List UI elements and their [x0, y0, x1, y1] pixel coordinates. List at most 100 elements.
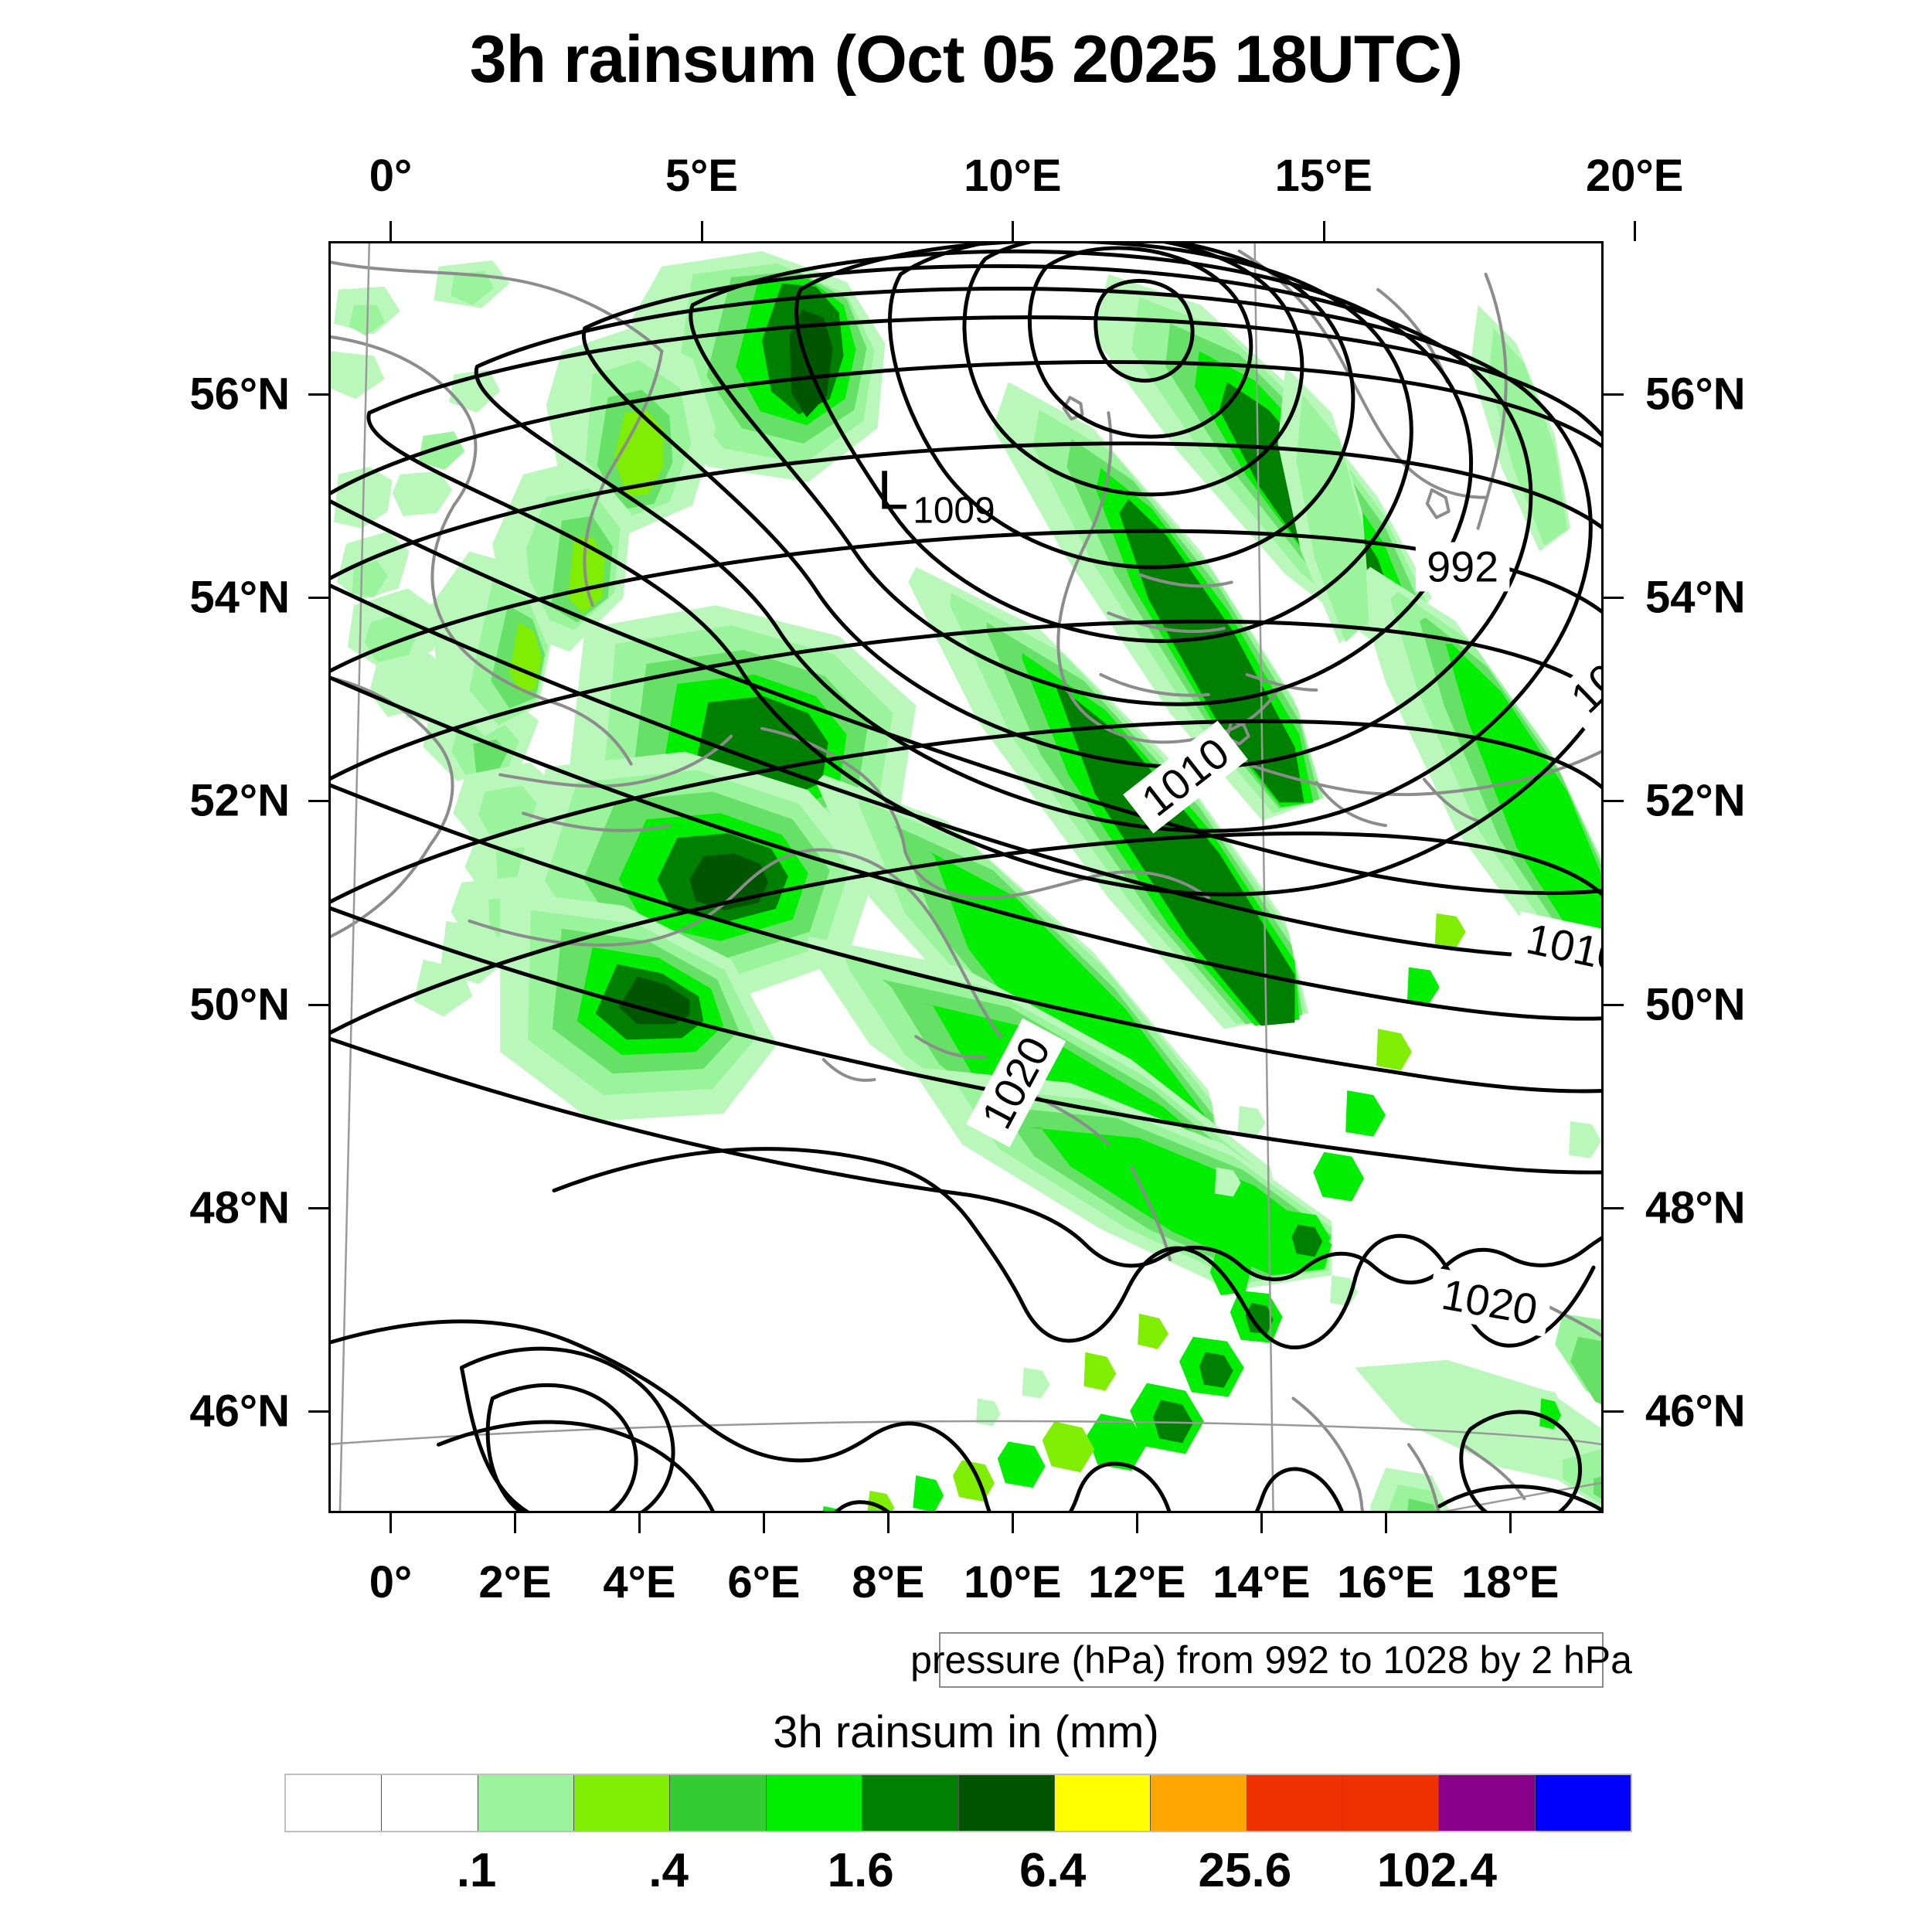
- colorbar-cell-6[interactable]: [862, 1775, 959, 1831]
- axis-tick-top: [1322, 221, 1325, 241]
- isobar-label-bg: [966, 1018, 1066, 1148]
- axis-label-bottom-0: 0°: [369, 1557, 413, 1607]
- axis-tick-bottom: [763, 1513, 766, 1533]
- colorbar-tick-labels: .1 .4 1.6 6.4 25.6 102.4: [284, 1843, 1632, 1905]
- pressure-center-value: 1009: [913, 491, 995, 532]
- axis-label-right-0: 56°N: [1645, 369, 1746, 420]
- pressure-center-letter: L: [877, 460, 908, 522]
- pressure-caption: pressure (hPa) from 992 to 1028 by 2 hPa: [910, 1632, 1632, 1688]
- axis-tick-bottom: [1136, 1513, 1139, 1533]
- isobar-label-5: 1020: [1426, 1267, 1553, 1337]
- axis-label-right-1: 54°N: [1645, 572, 1746, 623]
- colorbar-cell-7[interactable]: [958, 1775, 1055, 1831]
- colorbar-cell-0[interactable]: [286, 1775, 383, 1831]
- colorbar-cell-12[interactable]: [1439, 1775, 1536, 1831]
- colorbar-cell-1[interactable]: [382, 1775, 478, 1831]
- axis-tick-left: [308, 596, 328, 599]
- axis-label-left-1: 54°N: [189, 572, 290, 623]
- axis-label-bottom-6: 12°E: [1088, 1557, 1186, 1607]
- axis-tick-left: [308, 393, 328, 396]
- axis-tick-top: [700, 221, 703, 241]
- colorbar-cell-3[interactable]: [574, 1775, 671, 1831]
- isobar-label-bg: [1426, 1267, 1553, 1337]
- axis-label-right-3: 50°N: [1645, 979, 1746, 1030]
- pressure-center-h-1: H1026: [1374, 1509, 1414, 1511]
- precip-region-denmark: [430, 250, 917, 1121]
- colorbar-label-5: 102.4: [1376, 1844, 1497, 1897]
- axis-label-left-3: 50°N: [189, 979, 290, 1030]
- axis-label-top-0: 0°: [369, 151, 413, 201]
- axis-label-top-4: 20°E: [1586, 151, 1684, 201]
- colorbar-cell-11[interactable]: [1342, 1775, 1440, 1831]
- axis-tick-left: [308, 800, 328, 803]
- isobar-label-text: 1020: [1438, 1270, 1541, 1335]
- colorbar-title: 3h rainsum in (mm): [773, 1707, 1159, 1757]
- axis-label-bottom-8: 16°E: [1337, 1557, 1435, 1607]
- axis-label-top-1: 5°E: [665, 151, 738, 201]
- axis-tick-bottom: [1260, 1513, 1264, 1533]
- axis-tick-bottom: [1509, 1513, 1512, 1533]
- axis-tick-right: [1604, 1206, 1624, 1209]
- isobar-label-0: 992: [1415, 542, 1510, 592]
- axis-label-top-3: 15°E: [1274, 151, 1372, 201]
- isobar-label-bg: [1510, 911, 1601, 985]
- precip-region-alps: [1355, 1121, 1601, 1511]
- colorbar-label-3: 6.4: [1019, 1844, 1087, 1897]
- colorbar-label-0: .1: [456, 1844, 497, 1897]
- map-plot-area[interactable]: 9921000101010101020102010201020 L1009H10…: [328, 241, 1604, 1513]
- axis-label-left-5: 46°N: [189, 1386, 290, 1437]
- axis-tick-right: [1604, 596, 1624, 599]
- isobar-label-bg: [1552, 612, 1601, 731]
- axis-tick-right: [1604, 800, 1624, 803]
- axis-label-bottom-9: 18°E: [1461, 1557, 1560, 1607]
- axis-tick-right: [1604, 1410, 1624, 1413]
- axis-label-bottom-2: 4°E: [603, 1557, 676, 1607]
- pressure-center-group: L1009H1026H1027H1027H1028L1019L1019L1019…: [877, 460, 1414, 1511]
- axis-tick-left: [308, 1206, 328, 1209]
- axis-tick-right: [1604, 393, 1624, 396]
- isobar-label-bg: [1415, 542, 1510, 592]
- colorbar-cell-13[interactable]: [1535, 1775, 1631, 1831]
- axis-label-top-2: 10°E: [964, 151, 1062, 201]
- axis-tick-bottom: [514, 1513, 517, 1533]
- colorbar-cell-5[interactable]: [766, 1775, 863, 1831]
- map-svg: 9921000101010101020102010201020 L1009H10…: [331, 243, 1601, 1511]
- axis-label-right-5: 46°N: [1645, 1386, 1746, 1437]
- axis-label-bottom-1: 2°E: [478, 1557, 552, 1607]
- axis-label-right-2: 52°N: [1645, 775, 1746, 826]
- axis-tick-top: [389, 221, 393, 241]
- coastline-layer: [331, 249, 1601, 1511]
- colorbar-label-1: .4: [648, 1844, 689, 1897]
- axis-label-left-4: 48°N: [189, 1182, 290, 1233]
- colorbar-cell-2[interactable]: [478, 1775, 575, 1831]
- page-title: 3h rainsum (Oct 05 2025 18UTC): [469, 22, 1463, 97]
- colorbar-label-4: 25.6: [1198, 1844, 1292, 1897]
- axis-tick-right: [1604, 1003, 1624, 1006]
- axis-tick-top: [1634, 221, 1637, 241]
- colorbar[interactable]: [284, 1774, 1632, 1832]
- axis-label-bottom-4: 8°E: [852, 1557, 925, 1607]
- isobar-label-text: 992: [1427, 542, 1498, 590]
- axis-tick-top: [1012, 221, 1015, 241]
- axis-tick-bottom: [389, 1513, 393, 1533]
- axis-tick-bottom: [638, 1513, 641, 1533]
- colorbar-cell-9[interactable]: [1151, 1775, 1247, 1831]
- colorbar-cell-8[interactable]: [1054, 1775, 1151, 1831]
- isobar-label-bg: [1123, 720, 1248, 834]
- axis-tick-bottom: [1385, 1513, 1388, 1533]
- colorbar-cell-10[interactable]: [1247, 1775, 1343, 1831]
- axis-label-left-0: 56°N: [189, 369, 290, 420]
- axis-tick-bottom: [1012, 1513, 1015, 1533]
- pressure-center-letter: H: [1374, 1509, 1414, 1511]
- axis-label-bottom-3: 6°E: [727, 1557, 801, 1607]
- isobar-layer: [331, 243, 1601, 1511]
- axis-label-right-4: 48°N: [1645, 1182, 1746, 1233]
- pressure-center-l-0: L 1009: [877, 460, 995, 532]
- axis-tick-bottom: [887, 1513, 890, 1533]
- axis-tick-left: [308, 1003, 328, 1006]
- axis-label-bottom-7: 14°E: [1213, 1557, 1311, 1607]
- colorbar-cell-4[interactable]: [670, 1775, 767, 1831]
- axis-label-bottom-5: 10°E: [964, 1557, 1062, 1607]
- colorbar-label-2: 1.6: [827, 1844, 894, 1897]
- axis-tick-left: [308, 1410, 328, 1413]
